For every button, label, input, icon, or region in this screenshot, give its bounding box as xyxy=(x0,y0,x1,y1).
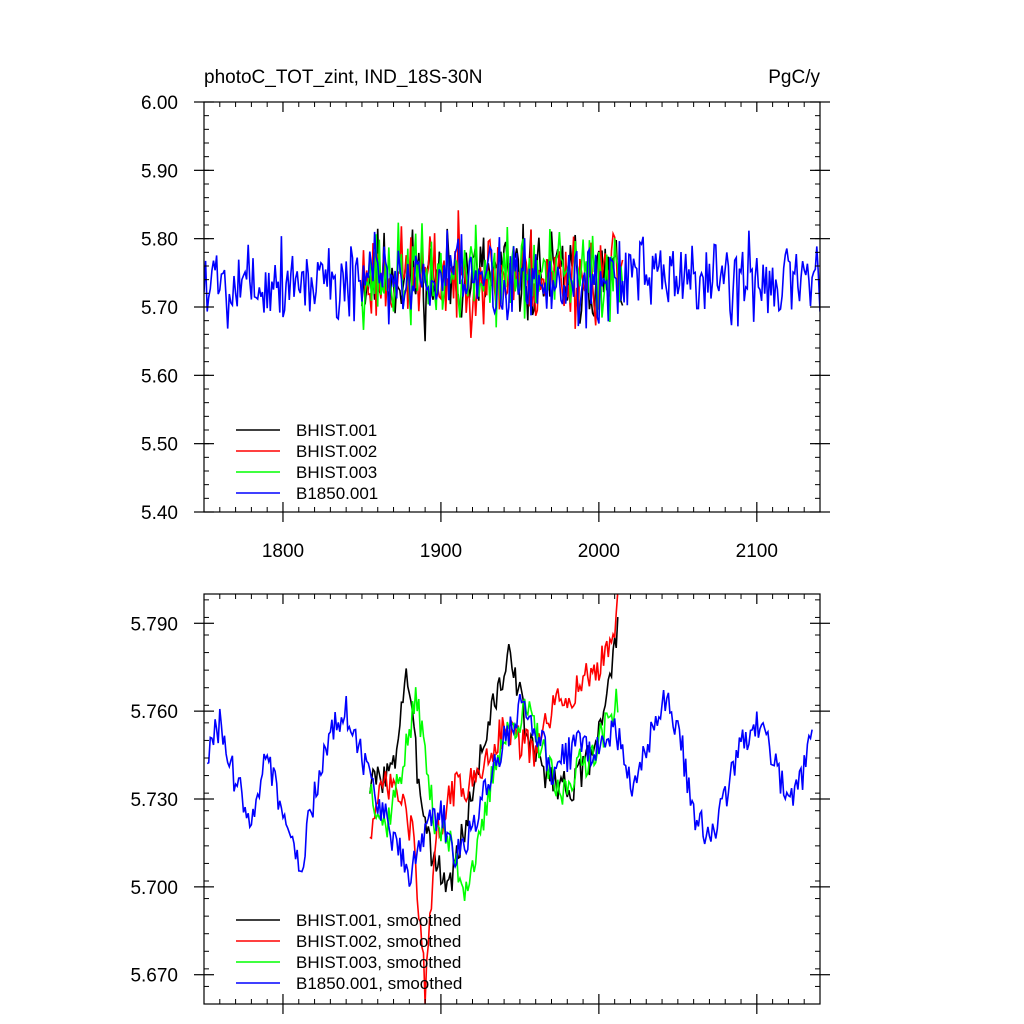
bottom-axes: 5.670 5.700 5.730 5.760 5.790 xyxy=(130,594,830,1014)
series-line-bhist-002-smoothed xyxy=(369,594,619,1004)
bottom-legend: BHIST.001, smoothed BHIST.002, smoothed BH… xyxy=(236,911,462,993)
y-tick-label: 5.70 xyxy=(141,298,178,319)
x-tick-label: 1900 xyxy=(420,541,462,562)
top-series-group xyxy=(204,210,820,342)
y-tick-label: 5.790 xyxy=(130,614,178,635)
y-tick-label: 5.730 xyxy=(130,790,178,811)
y-tick-label: 5.670 xyxy=(130,966,178,987)
units-label: PgC/y xyxy=(768,67,820,88)
legend-label: BHIST.003, smoothed xyxy=(296,953,461,972)
top-panel: photoC_TOT_zint, IND_18S-30N PgC/y 1800 1… xyxy=(141,67,830,562)
legend-label: BHIST.001, smoothed xyxy=(296,911,461,930)
legend-label: BHIST.001 xyxy=(296,421,377,440)
y-tick-label: 5.90 xyxy=(141,161,178,182)
y-tick-label: 5.40 xyxy=(141,503,178,524)
y-tick-label: 6.00 xyxy=(141,93,178,114)
series-line-bhist-003-smoothed xyxy=(369,687,619,901)
legend-label: BHIST.002 xyxy=(296,442,377,461)
y-tick-label: 5.760 xyxy=(130,702,178,723)
series-line-b1850-001 xyxy=(204,230,820,329)
top-legend: BHIST.001 BHIST.002 BHIST.003 B1850.001 xyxy=(236,421,378,503)
legend-label: BHIST.003 xyxy=(296,463,377,482)
x-tick-label: 2100 xyxy=(736,541,778,562)
series-line-b1850-001-smoothed xyxy=(206,690,813,887)
bottom-series-group xyxy=(206,594,813,1004)
legend-label: B1850.001 xyxy=(296,484,378,503)
y-tick-label: 5.60 xyxy=(141,366,178,387)
legend-label: BHIST.002, smoothed xyxy=(296,932,461,951)
y-tick-label: 5.700 xyxy=(130,878,178,899)
y-tick-label: 5.80 xyxy=(141,230,178,251)
chart-title: photoC_TOT_zint, IND_18S-30N xyxy=(204,67,482,88)
top-axes: 1800 1900 2000 2100 5.40 5.50 5.60 5.70 5.80 5.90… xyxy=(141,93,830,562)
legend-label: B1850.001, smoothed xyxy=(296,974,462,993)
x-tick-label: 1800 xyxy=(262,541,304,562)
y-tick-label: 5.50 xyxy=(141,435,178,456)
x-tick-label: 2000 xyxy=(578,541,620,562)
bottom-panel: 5.670 5.700 5.730 5.760 5.790 BHIST.001, smo… xyxy=(130,593,830,1014)
